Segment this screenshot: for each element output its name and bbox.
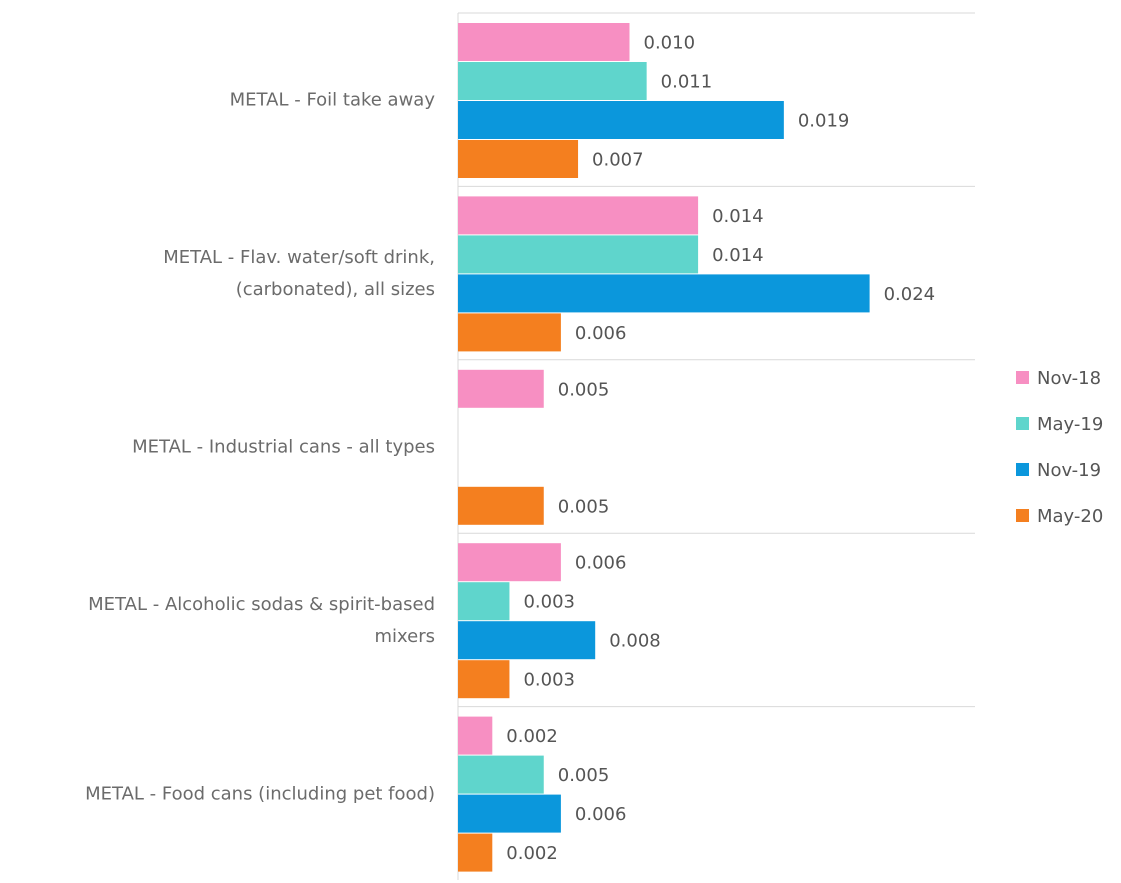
value-label-nov-19-4: 0.008 [609,631,661,652]
legend-swatch-may-19 [1016,417,1029,430]
bar-may-19-2 [458,235,699,274]
value-label-may-19-5: 0.005 [558,765,610,786]
bar-may-20-5 [458,833,493,872]
category-label-3: METAL - Industrial cans - all types [132,437,435,458]
legend-swatch-nov-18 [1016,371,1029,384]
legend-label-nov-18: Nov-18 [1037,368,1101,389]
category-label-2: METAL - Flav. water/soft drink, (carbonat… [163,247,435,300]
value-label-may-20-3: 0.005 [558,496,610,517]
bar-nov-18-1 [458,23,630,61]
legend-swatch-nov-19 [1016,463,1029,476]
bar-nov-18-4 [458,543,561,582]
bar-may-19-5 [458,755,544,794]
bars [458,23,870,872]
value-label-nov-19-5: 0.006 [575,804,627,825]
value-label-may-20-5: 0.002 [506,843,558,864]
category-label-5: METAL - Food cans (including pet food) [85,783,435,804]
bar-nov-18-3 [458,369,544,408]
bar-nov-19-1 [458,101,784,139]
value-label-may-20-1: 0.007 [592,150,644,171]
category-separators [458,12,975,708]
legend-label-may-19: May-19 [1037,414,1103,435]
value-label-nov-19-1: 0.019 [798,111,850,132]
bar-may-19-1 [458,62,647,100]
bar-nov-19-4 [458,621,596,660]
legend-label-may-20: May-20 [1037,506,1103,527]
value-label-may-20-4: 0.003 [523,670,575,691]
bar-nov-19-5 [458,794,561,833]
bar-may-20-2 [458,313,561,352]
value-labels: 0.010 0.014 0.005 0.006 0.002 0.011 0.014 0.003… [506,33,935,865]
value-label-may-19-2: 0.014 [712,245,764,266]
value-label-nov-19-2: 0.024 [884,284,936,305]
bar-nov-18-5 [458,716,493,755]
value-label-nov-18-1: 0.010 [644,33,696,54]
value-label-may-19-1: 0.011 [661,72,713,93]
category-label-4: METAL - Alcoholic sodas & spirit-based mi… [88,594,435,647]
bar-nov-18-2 [458,196,699,235]
value-label-may-19-4: 0.003 [523,592,575,613]
value-label-nov-18-4: 0.006 [575,553,627,574]
bar-nov-19-2 [458,274,870,313]
value-label-nov-18-5: 0.002 [506,726,558,747]
bar-may-20-3 [458,486,544,525]
value-label-nov-18-2: 0.014 [712,206,764,227]
value-label-may-20-2: 0.006 [575,323,627,344]
category-label-1: METAL - Foil take away [230,90,436,111]
legend: Nov-18 May-19 Nov-19 May-20 [1016,368,1103,527]
category-labels: METAL - Foil take away METAL - Flav. wate… [85,90,435,805]
bar-may-20-1 [458,140,579,178]
legend-swatch-may-20 [1016,509,1029,522]
legend-label-nov-19: Nov-19 [1037,460,1101,481]
value-label-nov-18-3: 0.005 [558,379,610,400]
bar-may-19-4 [458,582,510,621]
bar-may-20-4 [458,660,510,699]
